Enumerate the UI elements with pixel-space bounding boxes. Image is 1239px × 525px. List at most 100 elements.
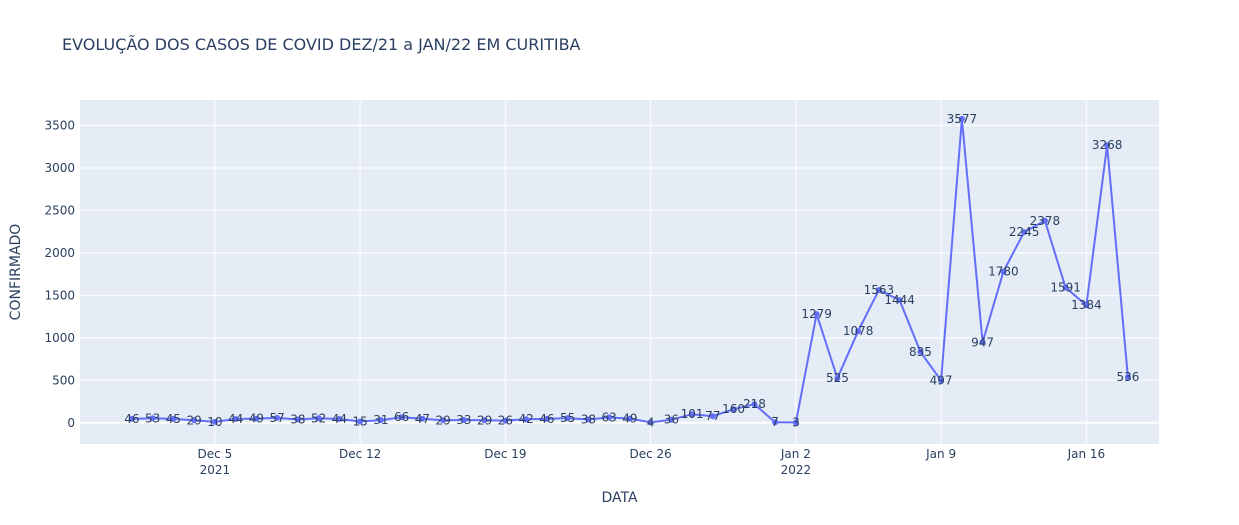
data-point	[564, 415, 571, 422]
data-point	[958, 115, 965, 122]
x-tick-label: Dec 5	[198, 447, 233, 461]
data-point	[211, 418, 218, 425]
data-label: 1780	[988, 265, 1019, 279]
x-tick-year-label: 2022	[781, 463, 812, 477]
x-axis-title: DATA	[601, 490, 637, 506]
data-label: 57	[269, 411, 284, 425]
data-point	[1062, 284, 1069, 291]
data-point	[357, 418, 364, 425]
data-point	[481, 417, 488, 424]
data-point	[294, 416, 301, 423]
data-point	[523, 416, 530, 423]
data-label: 36	[664, 413, 679, 427]
data-point	[647, 419, 654, 426]
data-point	[689, 411, 696, 418]
data-label: 947	[971, 335, 994, 349]
data-label: 1078	[843, 324, 874, 338]
data-label: 3	[792, 416, 800, 430]
data-point	[834, 375, 841, 382]
x-tick-label: Jan 9	[925, 447, 956, 461]
data-point	[253, 415, 260, 422]
data-label: 4	[647, 415, 655, 429]
data-point	[668, 416, 675, 423]
data-label: 497	[930, 374, 953, 388]
data-point	[460, 417, 467, 423]
data-point	[1000, 268, 1007, 275]
data-point	[938, 377, 945, 384]
data-label: 218	[743, 397, 766, 411]
data-point	[730, 406, 737, 413]
data-label: 52	[311, 411, 326, 425]
data-label: 46	[124, 412, 139, 426]
data-label: 55	[560, 411, 575, 425]
data-label: 49	[622, 412, 637, 426]
x-tick-label: Dec 26	[629, 447, 671, 461]
data-point	[170, 415, 177, 422]
y-tick-label: 2500	[44, 203, 75, 217]
data-point	[149, 415, 156, 422]
x-gridlines	[214, 100, 1087, 444]
data-label: 2378	[1030, 214, 1061, 228]
data-label: 77	[705, 409, 720, 423]
y-gridlines	[80, 124, 1159, 424]
data-point	[1021, 229, 1028, 236]
data-label: 160	[722, 402, 745, 416]
data-label: 47	[415, 412, 430, 426]
data-label: 44	[228, 412, 243, 426]
y-tick-label: 1000	[44, 331, 75, 345]
data-point	[502, 417, 509, 424]
data-label: 1591	[1050, 281, 1081, 295]
y-tick-label: 3500	[44, 118, 75, 132]
data-point	[606, 414, 613, 421]
data-label: 33	[456, 413, 471, 427]
data-label: 38	[290, 413, 305, 427]
data-point	[875, 287, 882, 293]
data-label: 10	[207, 415, 222, 429]
data-point	[315, 415, 322, 422]
data-point	[585, 416, 592, 423]
data-point	[398, 414, 405, 421]
data-point	[336, 416, 343, 422]
data-label: 1563	[864, 283, 895, 297]
y-tick-label: 3000	[44, 161, 75, 175]
plot-area	[80, 100, 1159, 444]
data-point	[979, 339, 986, 346]
y-tick-label: 1500	[44, 288, 75, 302]
data-label: 835	[909, 345, 932, 359]
data-label: 15	[352, 415, 367, 429]
data-label: 29	[186, 413, 201, 427]
data-point	[772, 419, 779, 426]
data-label: 49	[249, 412, 264, 426]
data-label: 29	[477, 413, 492, 427]
data-point	[751, 401, 758, 408]
data-point	[709, 413, 716, 420]
y-tick-label: 500	[52, 373, 75, 387]
data-point	[1083, 302, 1090, 309]
data-point	[1124, 374, 1131, 381]
data-point	[377, 417, 384, 424]
data-labels: 46 53 45 29 10 44 49 57 38 52 44 15 31 66 47 29 33 29 26 42…	[124, 112, 1139, 430]
data-label: 44	[332, 412, 347, 426]
data-label: 3268	[1092, 138, 1123, 152]
data-label: 1279	[801, 307, 832, 321]
data-label: 536	[1116, 370, 1139, 384]
data-point	[626, 415, 633, 422]
data-point	[440, 417, 447, 424]
data-label: 31	[373, 413, 388, 427]
data-label: 525	[826, 371, 849, 385]
data-label: 7	[771, 415, 779, 429]
chart-title: EVOLUÇÃO DOS CASOS DE COVID DEZ/21 a JAN…	[62, 35, 581, 54]
data-point	[1104, 142, 1111, 149]
data-point	[792, 419, 799, 426]
y-tick-label: 2000	[44, 246, 75, 260]
data-point	[128, 415, 135, 422]
data-label: 38	[581, 413, 596, 427]
y-axis-title: CONFIRMADO	[8, 224, 24, 321]
data-point	[917, 348, 924, 355]
x-tick-label: Dec 12	[339, 447, 381, 461]
data-label: 1384	[1071, 298, 1102, 312]
data-label: 63	[601, 410, 616, 424]
x-axis-ticks: Dec 5 2021 Dec 12 Dec 19 Dec 26 Jan 2 2022 Jan …	[198, 447, 1106, 477]
series-layer	[128, 115, 1131, 426]
data-point	[274, 414, 281, 421]
